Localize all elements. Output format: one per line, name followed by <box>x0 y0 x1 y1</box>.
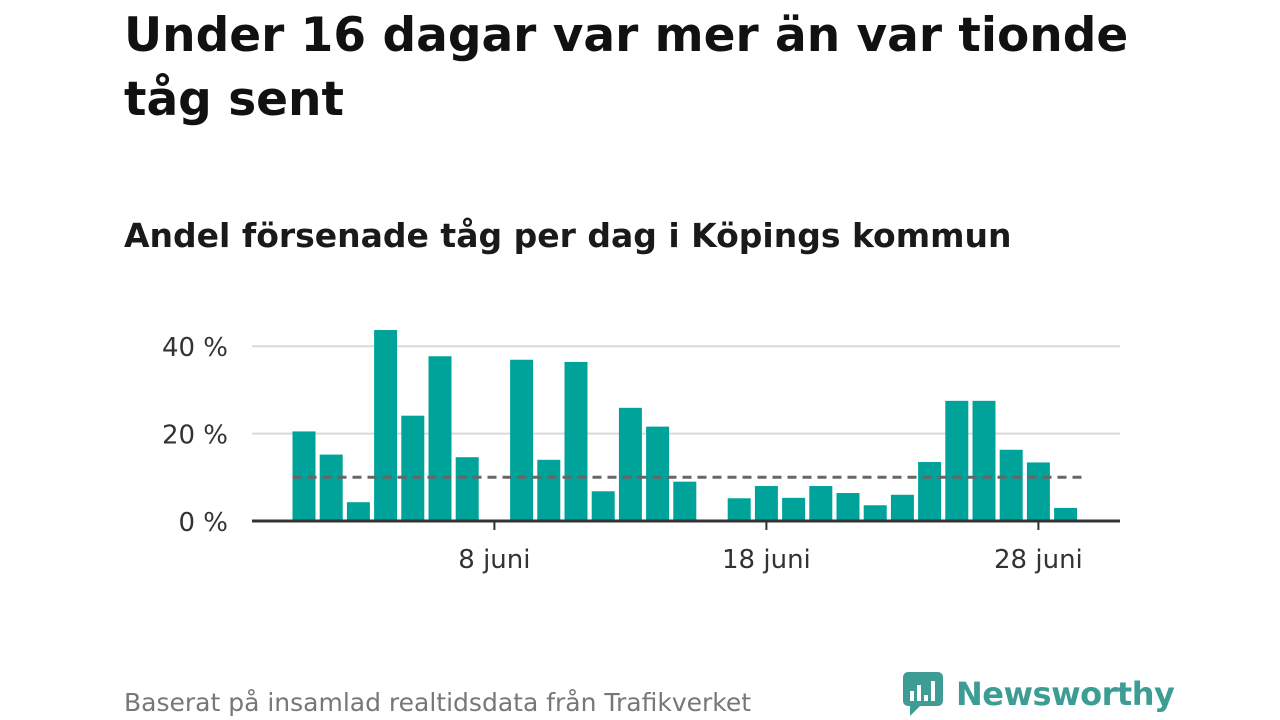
bar <box>782 497 806 521</box>
x-tick-label: 8 juni <box>458 545 530 575</box>
bar <box>401 415 425 521</box>
bar <box>564 361 588 521</box>
bar <box>863 505 887 521</box>
y-tick-labels: 0 % 20 % 40 % <box>162 333 228 538</box>
bar <box>890 494 914 521</box>
bar <box>428 356 452 521</box>
bar <box>754 486 778 521</box>
bar <box>319 454 343 521</box>
bar <box>999 449 1023 521</box>
bar <box>346 502 370 521</box>
y-tick-label: 20 % <box>162 421 228 451</box>
x-tick-label: 28 juni <box>994 545 1083 575</box>
bar <box>455 457 479 521</box>
bar <box>292 431 316 521</box>
bar <box>1026 462 1050 521</box>
bar <box>510 359 534 521</box>
bar <box>972 400 996 521</box>
y-tick-label: 40 % <box>162 333 228 363</box>
bar <box>1054 507 1078 521</box>
bar <box>537 459 561 521</box>
newsworthy-logo-icon <box>903 672 943 716</box>
x-tick-labels: 8 juni 18 juni 28 juni <box>458 545 1082 575</box>
bar <box>618 407 642 521</box>
bar <box>673 481 697 521</box>
chart-title: Andel försenade tåg per dag i Köpings ko… <box>124 216 1012 255</box>
brand[interactable]: Newsworthy <box>902 670 1175 718</box>
x-tick-label: 18 juni <box>722 545 811 575</box>
x-axis <box>252 519 1120 530</box>
headline: Under 16 dagar var mer än var tionde tåg… <box>124 8 1129 127</box>
bar <box>918 462 942 521</box>
bar <box>727 498 751 521</box>
bar <box>836 493 860 521</box>
bars <box>292 330 1078 521</box>
y-tick-label: 0 % <box>178 508 228 538</box>
bar <box>945 400 969 521</box>
bar <box>809 486 833 521</box>
brand-name: Newsworthy <box>956 675 1175 713</box>
bar <box>646 426 670 521</box>
bar <box>374 330 398 521</box>
bar <box>591 491 615 521</box>
source-note: Baserat på insamlad realtidsdata från Tr… <box>124 688 752 717</box>
